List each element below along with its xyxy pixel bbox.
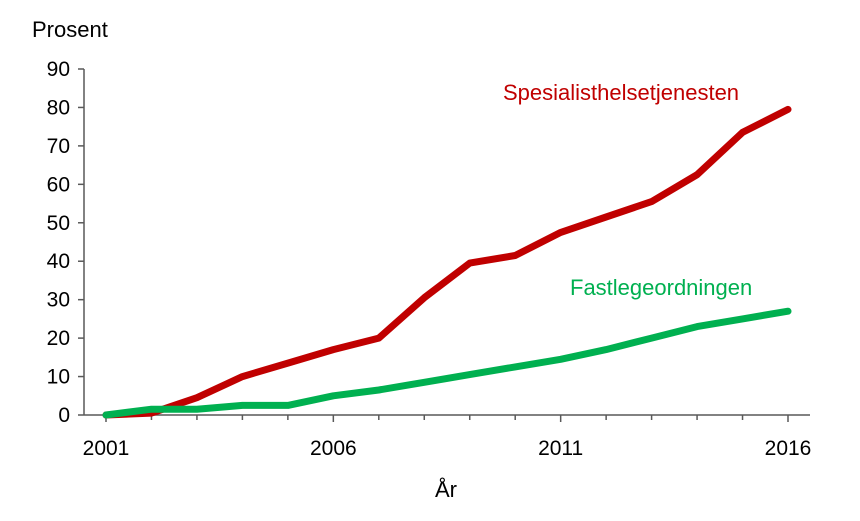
series-label-fastlegeordningen: Fastlegeordningen [570, 275, 752, 300]
y-ticks: 0 10 20 30 40 50 60 70 80 90 [47, 58, 84, 427]
y-tick-label: 20 [47, 327, 70, 350]
x-axis-title: År [435, 477, 457, 502]
y-tick-label: 10 [47, 366, 70, 389]
y-tick-label: 80 [47, 96, 70, 119]
y-axis-title: Prosent [32, 17, 108, 42]
y-tick-label: 90 [47, 58, 70, 81]
x-tick-label: 2016 [765, 437, 812, 460]
y-tick-label: 70 [47, 135, 70, 158]
y-tick-label: 50 [47, 212, 70, 235]
series-line-spesialisthelsetjenesten [102, 105, 792, 419]
series-line-fastlegeordningen [102, 307, 792, 419]
x-tick-label: 2011 [538, 437, 583, 460]
axes [83, 69, 810, 416]
y-tick-label: 0 [58, 404, 70, 427]
x-ticks: 2001 2006 2011 2016 [83, 415, 812, 460]
series-label-spesialisthelsetjenesten: Spesialisthelsetjenesten [503, 80, 739, 105]
y-tick-label: 30 [47, 289, 70, 312]
x-tick-label: 2006 [310, 437, 357, 460]
series-lines [102, 105, 792, 419]
x-tick-label: 2001 [83, 437, 130, 460]
y-tick-label: 60 [47, 173, 70, 196]
y-tick-label: 40 [47, 250, 70, 273]
